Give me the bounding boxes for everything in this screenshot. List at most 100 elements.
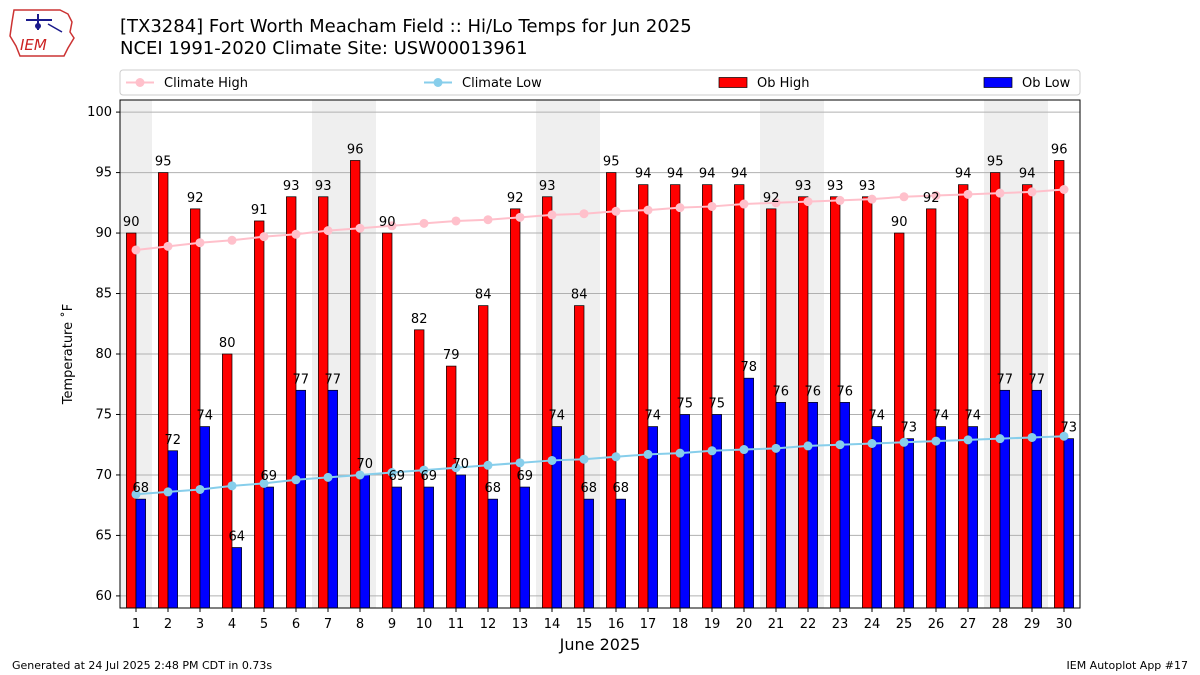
ob-low-label: 73 [901, 421, 918, 436]
climate-high-point [835, 195, 845, 205]
ob-high-bar [862, 196, 873, 609]
ob-high-bar [254, 220, 265, 609]
ob-low-bar [487, 498, 498, 609]
ob-high-bar [478, 305, 489, 609]
climate-high-point [867, 194, 877, 204]
x-tick-label: 20 [736, 617, 753, 632]
ob-high-bar [926, 208, 937, 609]
climate-low-point [291, 475, 301, 485]
ob-low-label: 68 [581, 481, 598, 496]
climate-high-point [515, 212, 525, 222]
ob-low-label: 72 [165, 433, 182, 448]
climate-low-point [899, 437, 909, 447]
legend-label-ob-low: Ob Low [1022, 76, 1071, 91]
ob-low-label: 74 [965, 409, 982, 424]
ob-high-bar [574, 305, 585, 609]
x-tick-label: 29 [1024, 617, 1041, 632]
ob-low-bar [679, 414, 690, 609]
ob-high-label: 93 [859, 179, 876, 194]
ob-low-label: 69 [389, 469, 406, 484]
ob-high-bar [158, 172, 169, 609]
x-tick-label: 23 [832, 617, 849, 632]
bars [126, 160, 1074, 609]
ob-low-bar [903, 438, 914, 609]
ob-low-label: 69 [261, 469, 278, 484]
ob-high-label: 82 [411, 312, 428, 327]
weekend-shade [120, 100, 152, 608]
ob-low-bar [967, 426, 978, 609]
ob-high-label: 94 [699, 167, 716, 182]
climate-high-point [675, 203, 685, 213]
climate-high-point [899, 192, 909, 202]
ob-low-label: 74 [197, 409, 214, 424]
ob-high-bar [670, 184, 681, 609]
ob-low-label: 74 [869, 409, 886, 424]
climate-low-point [643, 449, 653, 459]
x-tick-label: 2 [164, 617, 172, 632]
ob-high-label: 91 [251, 203, 268, 218]
climate-high-point [483, 215, 493, 225]
climate-high-point [323, 226, 333, 236]
x-tick-label: 5 [260, 617, 268, 632]
weekend-shade [344, 100, 376, 608]
x-tick-label: 10 [416, 617, 433, 632]
x-tick-label: 25 [896, 617, 913, 632]
climate-high-point [579, 209, 589, 219]
climate-high-point [419, 218, 429, 228]
ob-high-bar [510, 208, 521, 609]
x-tick-label: 26 [928, 617, 945, 632]
ob-high-bar [1054, 160, 1065, 609]
x-tick-label: 22 [800, 617, 817, 632]
ob-low-label: 76 [805, 384, 822, 399]
ob-high-label: 79 [443, 348, 460, 363]
weekend-shade [312, 100, 344, 608]
x-tick-label: 27 [960, 617, 977, 632]
legend-label-climate-high: Climate High [164, 76, 248, 91]
climate-low-point [227, 481, 237, 491]
climate-high-point [707, 201, 717, 211]
x-tick-label: 18 [672, 617, 689, 632]
ob-high-label: 95 [155, 155, 172, 170]
ob-high-label: 94 [731, 167, 748, 182]
ob-low-bar [647, 426, 658, 609]
legend-box [119, 69, 1081, 96]
ob-low-bar [711, 414, 722, 609]
climate-high-point [995, 188, 1005, 198]
climate-high-point [259, 232, 269, 242]
ob-high-label: 93 [315, 179, 332, 194]
ob-low-label: 68 [485, 481, 502, 496]
chart-subtitle: NCEI 1991-2020 Climate Site: USW00013961 [120, 38, 528, 59]
ob-low-bar [999, 389, 1010, 609]
ob-low-bar [135, 498, 146, 609]
ob-high-label: 93 [827, 179, 844, 194]
climate-high-point [195, 238, 205, 248]
climate-low-point [515, 458, 525, 468]
legend-swatch-ob-high [718, 77, 748, 88]
ob-low-label: 76 [837, 384, 854, 399]
climate-low-point [259, 478, 269, 488]
climate-low-point [995, 434, 1005, 444]
ob-high-bar [766, 208, 777, 609]
ob-high-bar [382, 232, 393, 609]
gridlines [120, 111, 1080, 597]
climate-low-point [323, 472, 333, 482]
x-tick-label: 13 [512, 617, 529, 632]
climate-high-point [803, 197, 813, 207]
x-tick-label: 1 [132, 617, 140, 632]
climate-high-point [1027, 187, 1037, 197]
y-tick-label: 85 [95, 287, 112, 302]
climate-low-point [611, 452, 621, 462]
weekend-shade [760, 100, 792, 608]
ob-high-label: 92 [507, 191, 524, 206]
climate-low-point [835, 440, 845, 450]
climate-low-point [867, 439, 877, 449]
weekend-shade [568, 100, 600, 608]
climate-high-line [135, 188, 1065, 251]
ob-low-bar [743, 377, 754, 609]
ob-low-label: 68 [133, 481, 150, 496]
ob-low-label: 69 [421, 469, 438, 484]
ob-high-label: 92 [187, 191, 204, 206]
climate-low-point [771, 443, 781, 453]
